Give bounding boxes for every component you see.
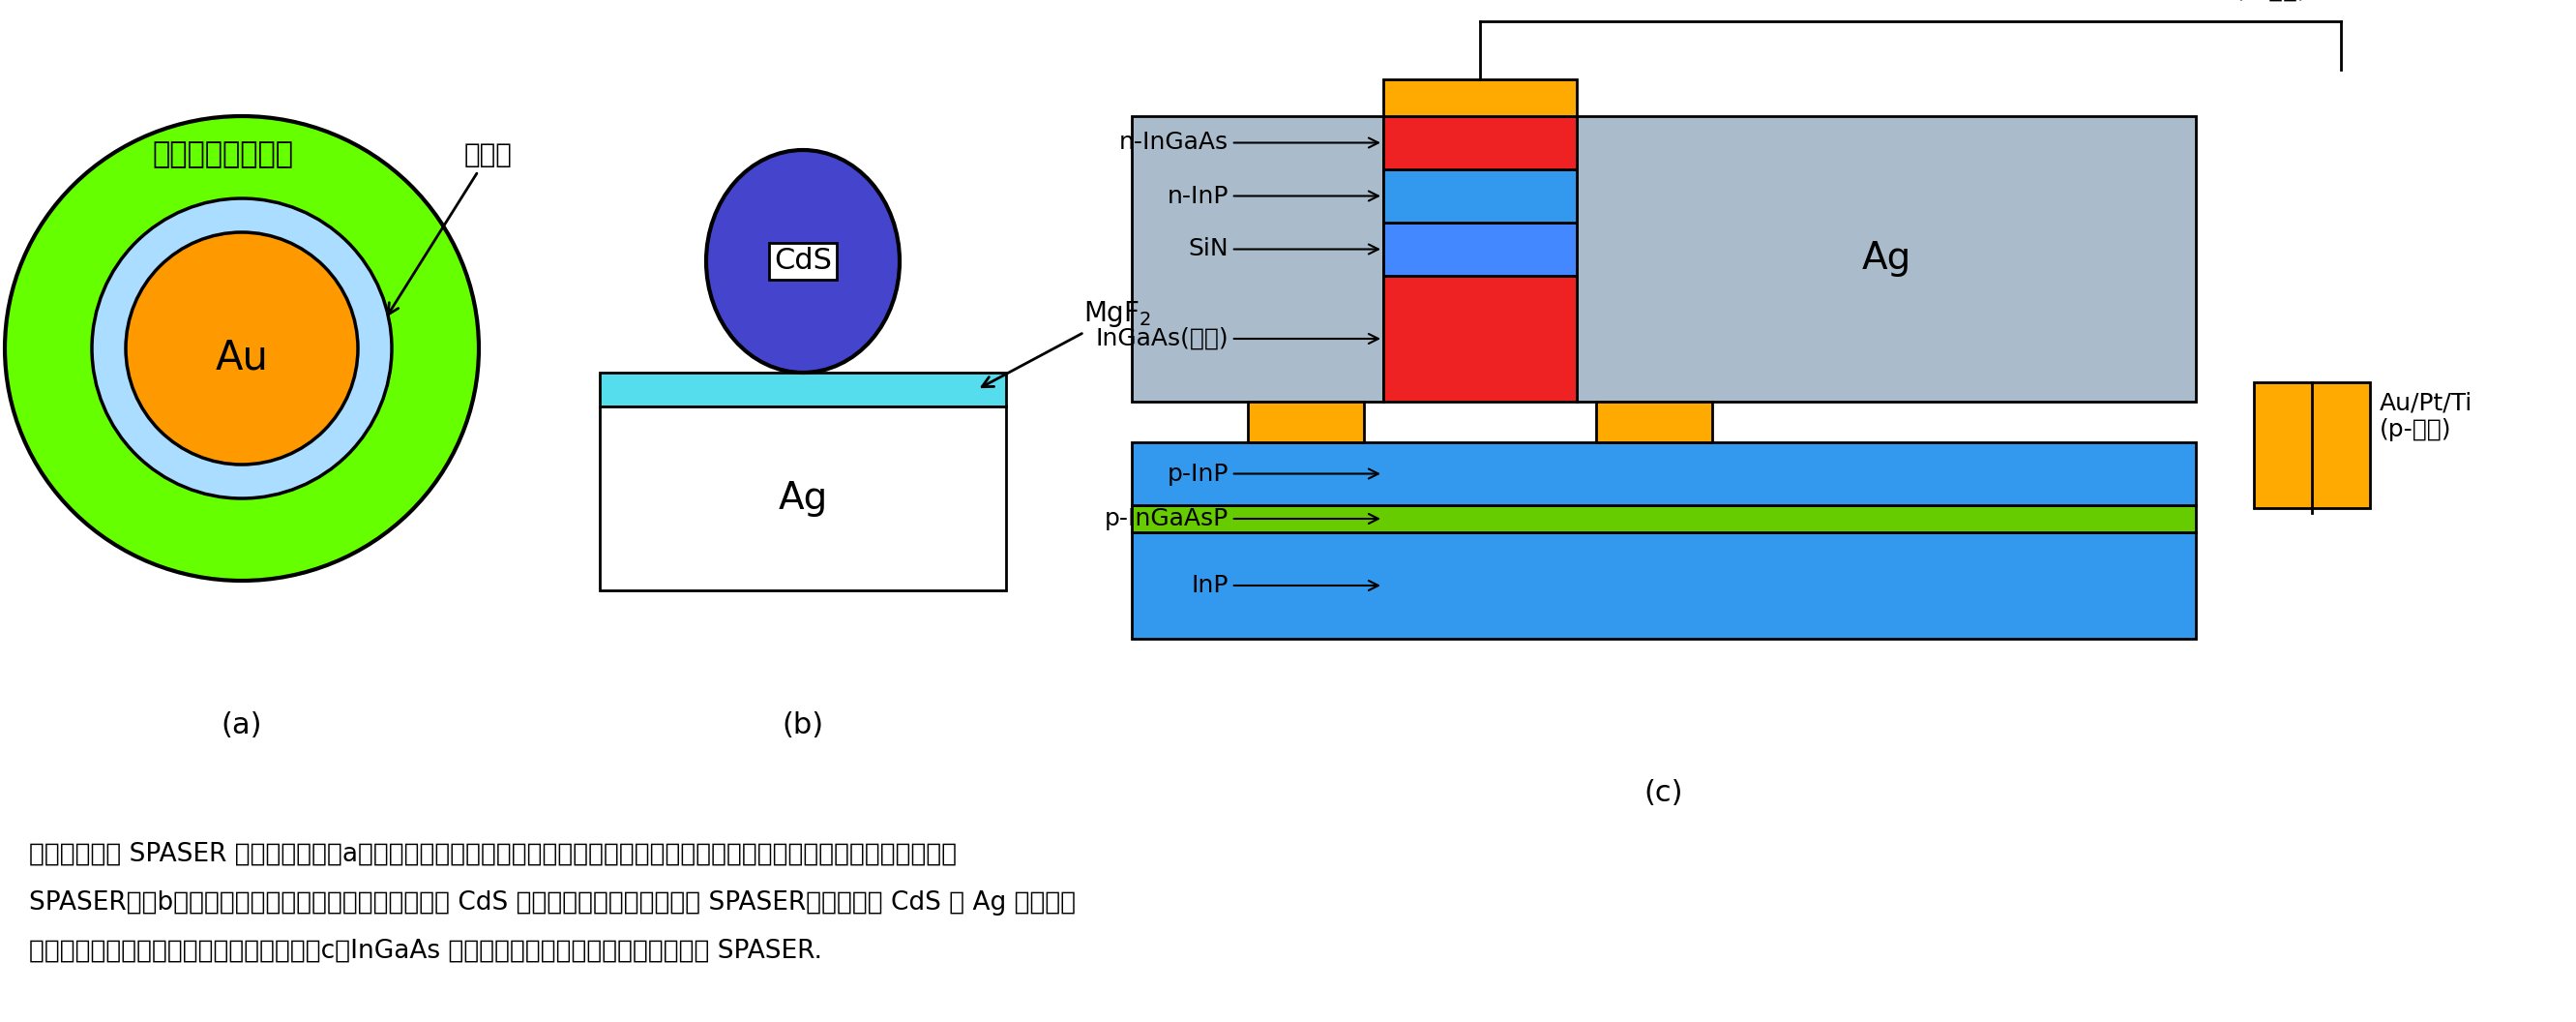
Circle shape — [93, 198, 392, 499]
Bar — [1131, 117, 1383, 402]
Bar — [1131, 532, 2195, 639]
Bar — [1131, 505, 2195, 532]
Bar — [1383, 80, 1577, 117]
Text: InP: InP — [1190, 574, 1378, 597]
Bar — [1383, 276, 1577, 402]
Bar — [1383, 170, 1577, 223]
Circle shape — [126, 232, 358, 465]
Text: InGaAs(利得): InGaAs(利得) — [1095, 327, 1378, 351]
Text: Ag: Ag — [1862, 240, 1911, 277]
Text: n-InGaAs: n-InGaAs — [1118, 131, 1378, 154]
Text: SiN: SiN — [1188, 237, 1378, 261]
Bar — [600, 407, 1007, 591]
Bar — [1383, 223, 1577, 276]
Text: (b): (b) — [783, 711, 824, 740]
Text: n-InP: n-InP — [1167, 184, 1378, 207]
Bar — [600, 373, 1007, 407]
Text: CdS: CdS — [773, 247, 832, 275]
Text: p-InGaAsP: p-InGaAsP — [1105, 507, 1378, 530]
Bar — [1247, 402, 1363, 443]
Text: p-InP: p-InP — [1167, 462, 1378, 485]
Bar — [1597, 402, 1713, 443]
Bar — [1577, 117, 2195, 402]
Ellipse shape — [706, 150, 899, 373]
Text: MgF$_2$: MgF$_2$ — [981, 299, 1151, 387]
Text: Au: Au — [216, 337, 268, 378]
Text: シリカ: シリカ — [389, 141, 513, 315]
Text: Ag: Ag — [778, 480, 827, 517]
Bar — [1383, 117, 1577, 170]
Text: プ部から紙面に垂直方向に出射される．（c）InGaAs を利得物質として用いた電流注入形の SPASER.: プ部から紙面に垂直方向に出射される．（c）InGaAs を利得物質として用いた電… — [28, 939, 822, 964]
Text: 図３　様々な SPASER デバイス　　（a）金ナノ微粒子を核としてその周りに色素ドープシリカ層を積層したコアシェル構造の: 図３ 様々な SPASER デバイス （a）金ナノ微粒子を核としてその周りに色素… — [28, 842, 956, 867]
Ellipse shape — [5, 117, 479, 580]
Text: SPASER．（b）銀薄膜の上に透明ギャップ層を介して CdS 製のナノロッドを配置した SPASER．レーザは CdS と Ag のギャッ: SPASER．（b）銀薄膜の上に透明ギャップ層を介して CdS 製のナノロッドを… — [28, 890, 1077, 916]
Text: (c): (c) — [1643, 780, 1682, 807]
Text: Au/Pt/Ti
(p-電極): Au/Pt/Ti (p-電極) — [2380, 391, 2473, 442]
Text: 色素ドープシリカ: 色素ドープシリカ — [152, 141, 294, 169]
Bar — [2254, 382, 2370, 508]
Text: (a): (a) — [222, 711, 263, 740]
Bar — [1131, 443, 2195, 505]
Text: Au/Pt/Ti(n-電極): Au/Pt/Ti(n-電極) — [2143, 0, 2308, 2]
